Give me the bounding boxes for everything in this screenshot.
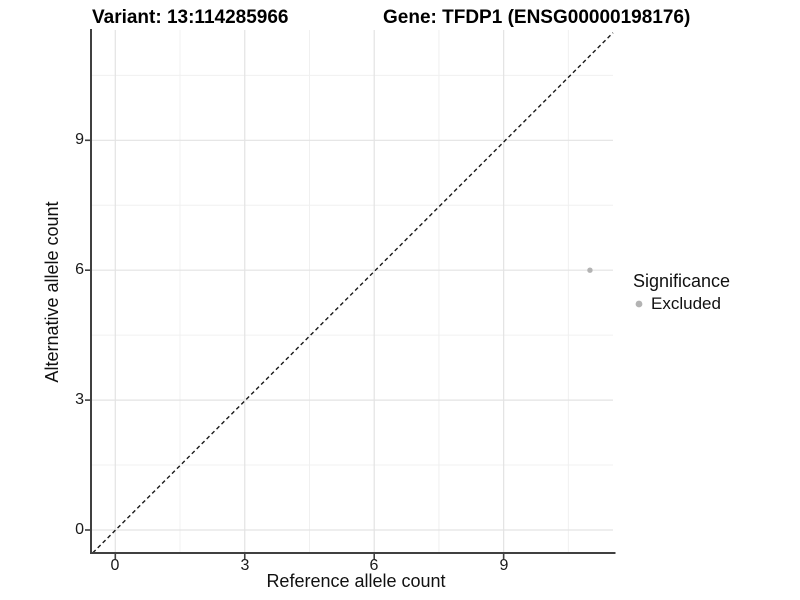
legend-title: Significance: [633, 271, 731, 291]
x-axis-label: Reference allele count: [266, 571, 446, 591]
major-gridlines: [92, 30, 613, 553]
identity-reference-line: [92, 32, 614, 554]
y-tick-label-3: 3: [75, 391, 84, 408]
plot-title-variant: Variant: 13:114285966: [92, 7, 289, 28]
plot-title-gene: Gene: TFDP1 (ENSG00000198176): [383, 7, 691, 28]
data-points: [587, 267, 593, 273]
axis-tick-marks: [85, 139, 505, 559]
excluded-key-dot-icon: [635, 300, 643, 308]
minor-gridlines: [92, 30, 613, 553]
legend-item-excluded: Excluded: [633, 294, 730, 314]
data-point: [587, 267, 593, 273]
y-tick-label-0: 0: [75, 521, 84, 538]
x-tick-label-9: 9: [499, 557, 509, 574]
x-tick-label-3: 3: [240, 557, 250, 574]
x-tick-label-6: 6: [369, 557, 379, 574]
y-tick-label-6: 6: [75, 261, 84, 278]
legend-item-label: Excluded: [651, 294, 721, 313]
y-tick-label-9: 9: [75, 131, 84, 148]
x-tick-label-0: 0: [110, 557, 120, 574]
legend-key-excluded: [635, 300, 643, 308]
legend: Significance Excluded: [633, 269, 730, 314]
